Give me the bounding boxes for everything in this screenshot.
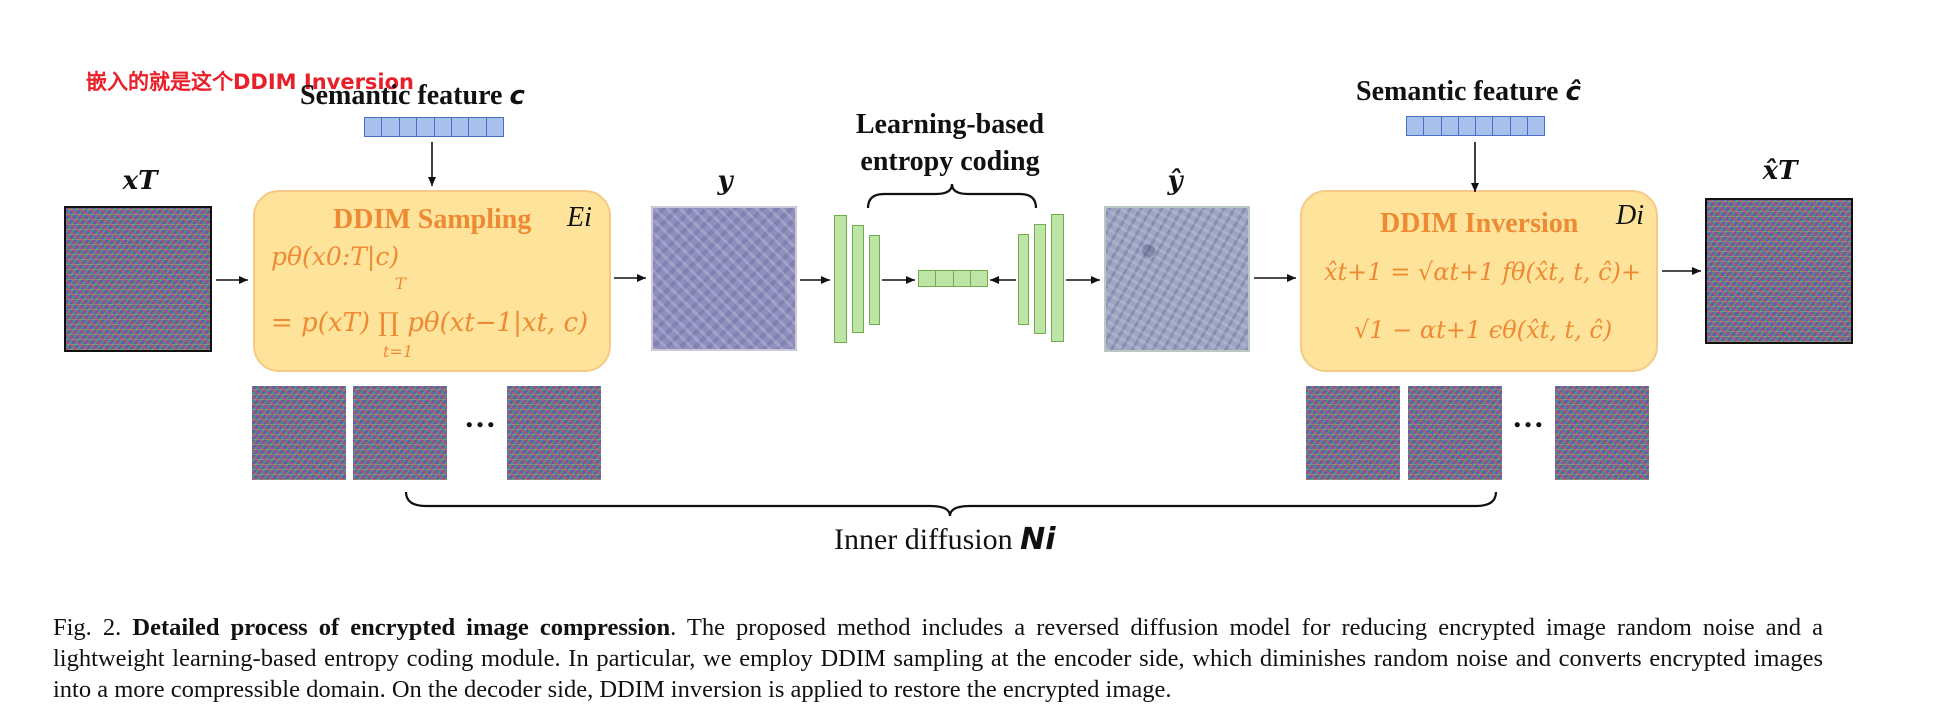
encoder-layer-3 bbox=[869, 235, 880, 325]
caption-prefix: Fig. 2. bbox=[53, 614, 133, 641]
ddim-sampling-block: DDIM Sampling Ei pθ(x0:T|c) = p(xT) ∏ pθ… bbox=[253, 190, 611, 372]
restored-output-image bbox=[1705, 198, 1853, 344]
product-lower-bound: t=1 bbox=[383, 342, 414, 361]
caption-bold: Detailed process of encrypted image comp… bbox=[132, 614, 671, 641]
ellipsis-left: … bbox=[464, 398, 496, 434]
latent-y-image bbox=[651, 206, 797, 351]
intermediate-sample-2 bbox=[353, 386, 447, 480]
decoder-layer-1 bbox=[1018, 234, 1029, 325]
ddim-inversion-block: DDIM Inversion Di x̂t+1 = √αt+1 fθ(x̂t, … bbox=[1300, 190, 1658, 372]
sampling-formula-line1: pθ(x0:T|c) bbox=[271, 242, 400, 271]
semantic-feature-var: c bbox=[509, 81, 525, 111]
encoder-layer-1 bbox=[834, 215, 847, 343]
semantic-feature-tokens-left bbox=[364, 117, 504, 137]
intermediate-sample-3 bbox=[507, 386, 601, 480]
entropy-coding-label: Learning-based entropy coding bbox=[810, 106, 1090, 180]
semantic-feature-text: Semantic feature bbox=[300, 80, 510, 111]
annotation-note: 嵌入的就是这个DDIM Inversion bbox=[86, 70, 415, 94]
input-xT-label: xT bbox=[122, 166, 158, 196]
entropy-coding-line2: entropy coding bbox=[860, 146, 1040, 177]
semantic-feature-label-right: Semantic feature ĉ bbox=[1356, 76, 1581, 108]
figure-caption: Fig. 2. Detailed process of encrypted im… bbox=[53, 612, 1823, 705]
decoder-layer-2 bbox=[1034, 224, 1046, 334]
encoder-symbol: Ei bbox=[567, 202, 592, 233]
semantic-feature-text: Semantic feature bbox=[1356, 76, 1566, 107]
semantic-feature-label-left: Semantic feature c bbox=[300, 80, 525, 112]
ellipsis-right: … bbox=[1512, 398, 1544, 434]
ddim-inversion-title: DDIM Inversion bbox=[1380, 208, 1579, 239]
bottleneck-code bbox=[918, 270, 988, 287]
inner-diffusion-label: Inner diffusion Ni bbox=[834, 522, 1055, 557]
decoder-layer-3 bbox=[1051, 214, 1064, 342]
intermediate-sample-4 bbox=[1306, 386, 1400, 480]
inner-diffusion-text: Inner diffusion bbox=[834, 523, 1021, 556]
inner-diffusion-var: Ni bbox=[1020, 522, 1056, 557]
output-xT-label: x̂T bbox=[1762, 156, 1798, 186]
decoder-symbol: Di bbox=[1616, 200, 1644, 231]
ddim-sampling-title: DDIM Sampling bbox=[333, 204, 532, 235]
inversion-formula-line2: √1 − αt+1 ϵθ(x̂t, t, ĉ) bbox=[1354, 316, 1613, 344]
latent-yhat-image bbox=[1104, 206, 1250, 352]
latent-y-label: y bbox=[717, 166, 733, 196]
latent-yhat-label: ŷ bbox=[1167, 166, 1183, 196]
intermediate-sample-6 bbox=[1555, 386, 1649, 480]
sampling-formula-line2: = p(xT) ∏ pθ(xt−1|xt, c) bbox=[271, 308, 589, 338]
brace-entropy-coding bbox=[866, 183, 1038, 209]
caption-text: . The proposed method includes a reverse… bbox=[53, 614, 1824, 703]
encoder-layer-2 bbox=[852, 225, 864, 333]
product-upper-bound: T bbox=[395, 274, 406, 293]
brace-inner-diffusion bbox=[404, 491, 1498, 517]
intermediate-sample-5 bbox=[1408, 386, 1502, 480]
semantic-feature-tokens-right bbox=[1406, 116, 1545, 136]
encrypted-input-image bbox=[64, 206, 212, 352]
inversion-formula-line1: x̂t+1 = √αt+1 fθ(x̂t, t, ĉ)+ bbox=[1324, 258, 1642, 286]
intermediate-sample-1 bbox=[252, 386, 346, 480]
semantic-feature-var: ĉ bbox=[1565, 77, 1581, 107]
entropy-coding-line1: Learning-based bbox=[855, 109, 1045, 140]
